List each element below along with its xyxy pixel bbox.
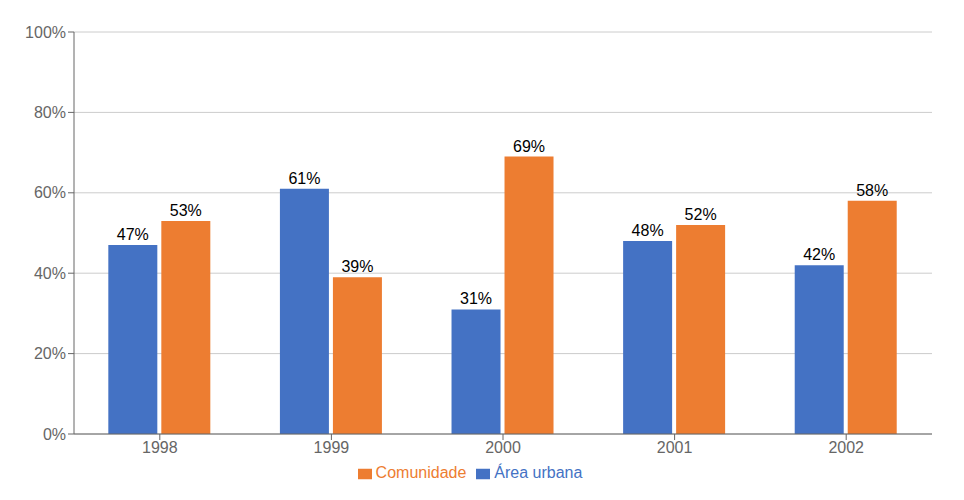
svg-text:53%: 53% (170, 202, 202, 219)
svg-text:60%: 60% (34, 184, 66, 201)
svg-text:2000: 2000 (485, 439, 521, 456)
svg-text:80%: 80% (34, 104, 66, 121)
svg-text:39%: 39% (341, 258, 373, 275)
svg-text:2002: 2002 (828, 439, 864, 456)
svg-text:1999: 1999 (314, 439, 350, 456)
svg-text:69%: 69% (513, 138, 545, 155)
svg-text:40%: 40% (34, 265, 66, 282)
svg-text:0%: 0% (43, 426, 66, 443)
html-text:Área urbana: Área urbana (494, 464, 583, 481)
svg-text:48%: 48% (632, 222, 664, 239)
svg-text:31%: 31% (460, 290, 492, 307)
svg-text:100%: 100% (25, 24, 66, 41)
html-text:Comunidade: Comunidade (375, 464, 467, 481)
svg-text:42%: 42% (803, 246, 835, 263)
svg-text:52%: 52% (685, 206, 717, 223)
svg-text:61%: 61% (288, 170, 320, 187)
svg-text:2001: 2001 (657, 439, 693, 456)
svg-text:58%: 58% (856, 182, 888, 199)
svg-text:1998: 1998 (142, 439, 178, 456)
svg-text:20%: 20% (34, 345, 66, 362)
svg-text:47%: 47% (117, 226, 149, 243)
